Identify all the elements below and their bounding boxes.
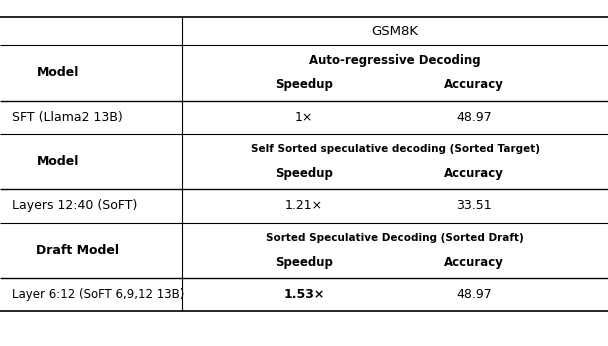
Text: Speedup: Speedup — [275, 167, 333, 180]
Text: SFT (Llama2 13B): SFT (Llama2 13B) — [12, 111, 123, 124]
Text: Self Sorted speculative decoding (Sorted Target): Self Sorted speculative decoding (Sorted… — [250, 144, 540, 154]
Text: 1.53×: 1.53× — [283, 288, 325, 301]
Text: 1.21×: 1.21× — [285, 199, 323, 212]
Text: Accuracy: Accuracy — [444, 256, 504, 269]
Text: Layer 6:12 (SoFT 6,9,12 13B): Layer 6:12 (SoFT 6,9,12 13B) — [12, 288, 185, 301]
Text: 48.97: 48.97 — [457, 288, 492, 301]
Text: Speedup: Speedup — [275, 256, 333, 269]
Text: Accuracy: Accuracy — [444, 167, 504, 180]
Text: 33.51: 33.51 — [457, 199, 492, 212]
Text: Accuracy: Accuracy — [444, 79, 504, 91]
Text: Draft Model: Draft Model — [36, 244, 120, 257]
Text: Model: Model — [36, 66, 79, 79]
Text: GSM8K: GSM8K — [371, 25, 419, 38]
Text: Speedup: Speedup — [275, 79, 333, 91]
Text: 1×: 1× — [295, 111, 313, 124]
Text: Auto-regressive Decoding: Auto-regressive Decoding — [309, 54, 481, 67]
Text: 48.97: 48.97 — [457, 111, 492, 124]
Text: Layers 12:40 (SoFT): Layers 12:40 (SoFT) — [12, 199, 137, 212]
Text: Sorted Speculative Decoding (Sorted Draft): Sorted Speculative Decoding (Sorted Draf… — [266, 233, 524, 243]
Text: Model: Model — [36, 155, 79, 168]
